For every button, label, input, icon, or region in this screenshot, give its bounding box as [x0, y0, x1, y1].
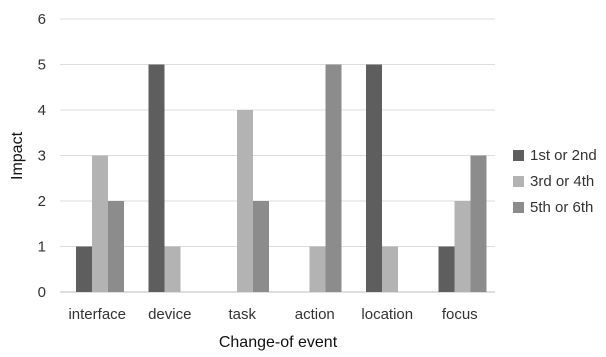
bar-focus-1 — [438, 246, 455, 292]
legend-label: 5th or 6th — [530, 199, 593, 216]
gridlines — [60, 18, 495, 293]
y-tick-label: 1 — [38, 239, 46, 256]
y-tick-label: 6 — [38, 11, 46, 28]
y-tick-label: 4 — [38, 102, 46, 119]
bar-focus-2 — [454, 201, 471, 292]
x-tick-label: interface — [68, 306, 126, 323]
legend-label: 3rd or 4th — [530, 173, 594, 190]
bar-interface-2 — [92, 155, 108, 292]
y-axis-ticks: 0 1 2 3 4 5 6 — [38, 11, 46, 301]
bar-task-3 — [253, 201, 269, 292]
x-axis-ticks: interface device task action location focus — [68, 306, 477, 323]
y-tick-label: 3 — [38, 148, 46, 165]
x-axis-title: Change-of event — [219, 334, 338, 351]
x-tick-label: device — [148, 306, 191, 323]
bar-action-3 — [325, 64, 342, 292]
y-tick-label: 0 — [38, 284, 46, 301]
legend-swatch — [513, 150, 524, 161]
legend-label: 1st or 2nd — [530, 147, 597, 164]
bar-focus-3 — [470, 155, 487, 292]
bar-action-2 — [309, 246, 326, 292]
x-tick-label: task — [228, 306, 256, 323]
bar-task-2 — [237, 110, 253, 292]
y-axis-title: Impact — [9, 131, 26, 180]
bar-location-2 — [382, 246, 398, 292]
y-tick-label: 2 — [38, 193, 46, 210]
bar-interface-3 — [108, 201, 124, 292]
x-tick-label: focus — [442, 306, 478, 323]
x-tick-label: location — [361, 306, 413, 323]
x-tick-label: action — [295, 306, 335, 323]
bar-device-2 — [164, 246, 181, 292]
legend-swatch — [513, 176, 524, 187]
bar-location-1 — [366, 64, 382, 292]
y-tick-label: 5 — [38, 57, 46, 74]
bar-interface-1 — [76, 246, 92, 292]
legend: 1st or 2nd 3rd or 4th 5th or 6th — [513, 147, 597, 216]
bars — [76, 64, 487, 292]
bar-device-1 — [148, 64, 165, 292]
legend-swatch — [513, 202, 524, 213]
